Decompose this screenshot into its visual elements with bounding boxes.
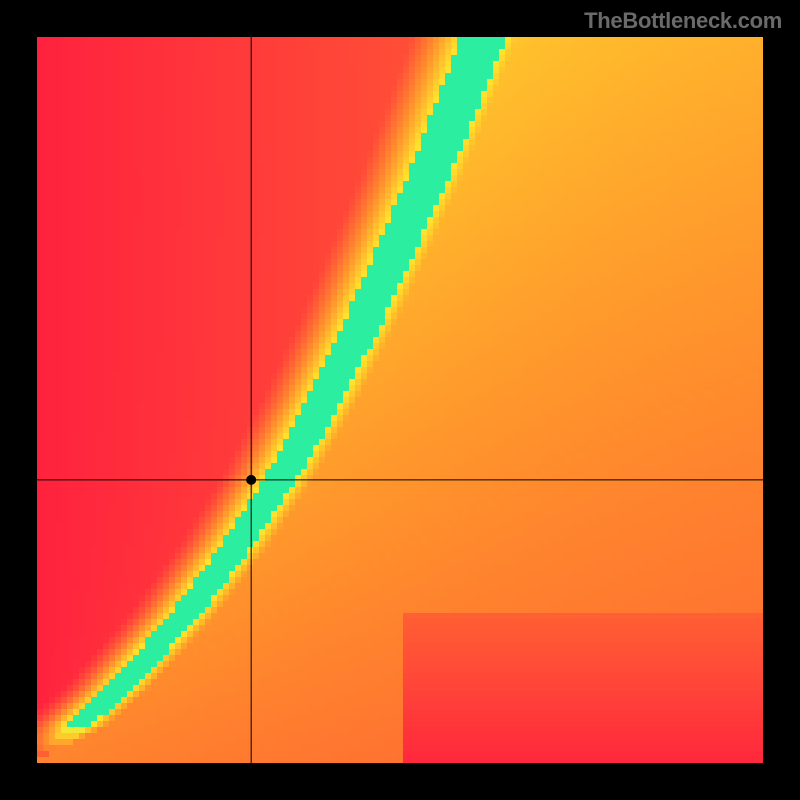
crosshair-dot — [246, 475, 256, 485]
watermark: TheBottleneck.com — [584, 8, 782, 34]
heatmap-plot — [37, 37, 763, 763]
chart-container: TheBottleneck.com — [0, 0, 800, 800]
crosshair-overlay — [37, 37, 763, 763]
